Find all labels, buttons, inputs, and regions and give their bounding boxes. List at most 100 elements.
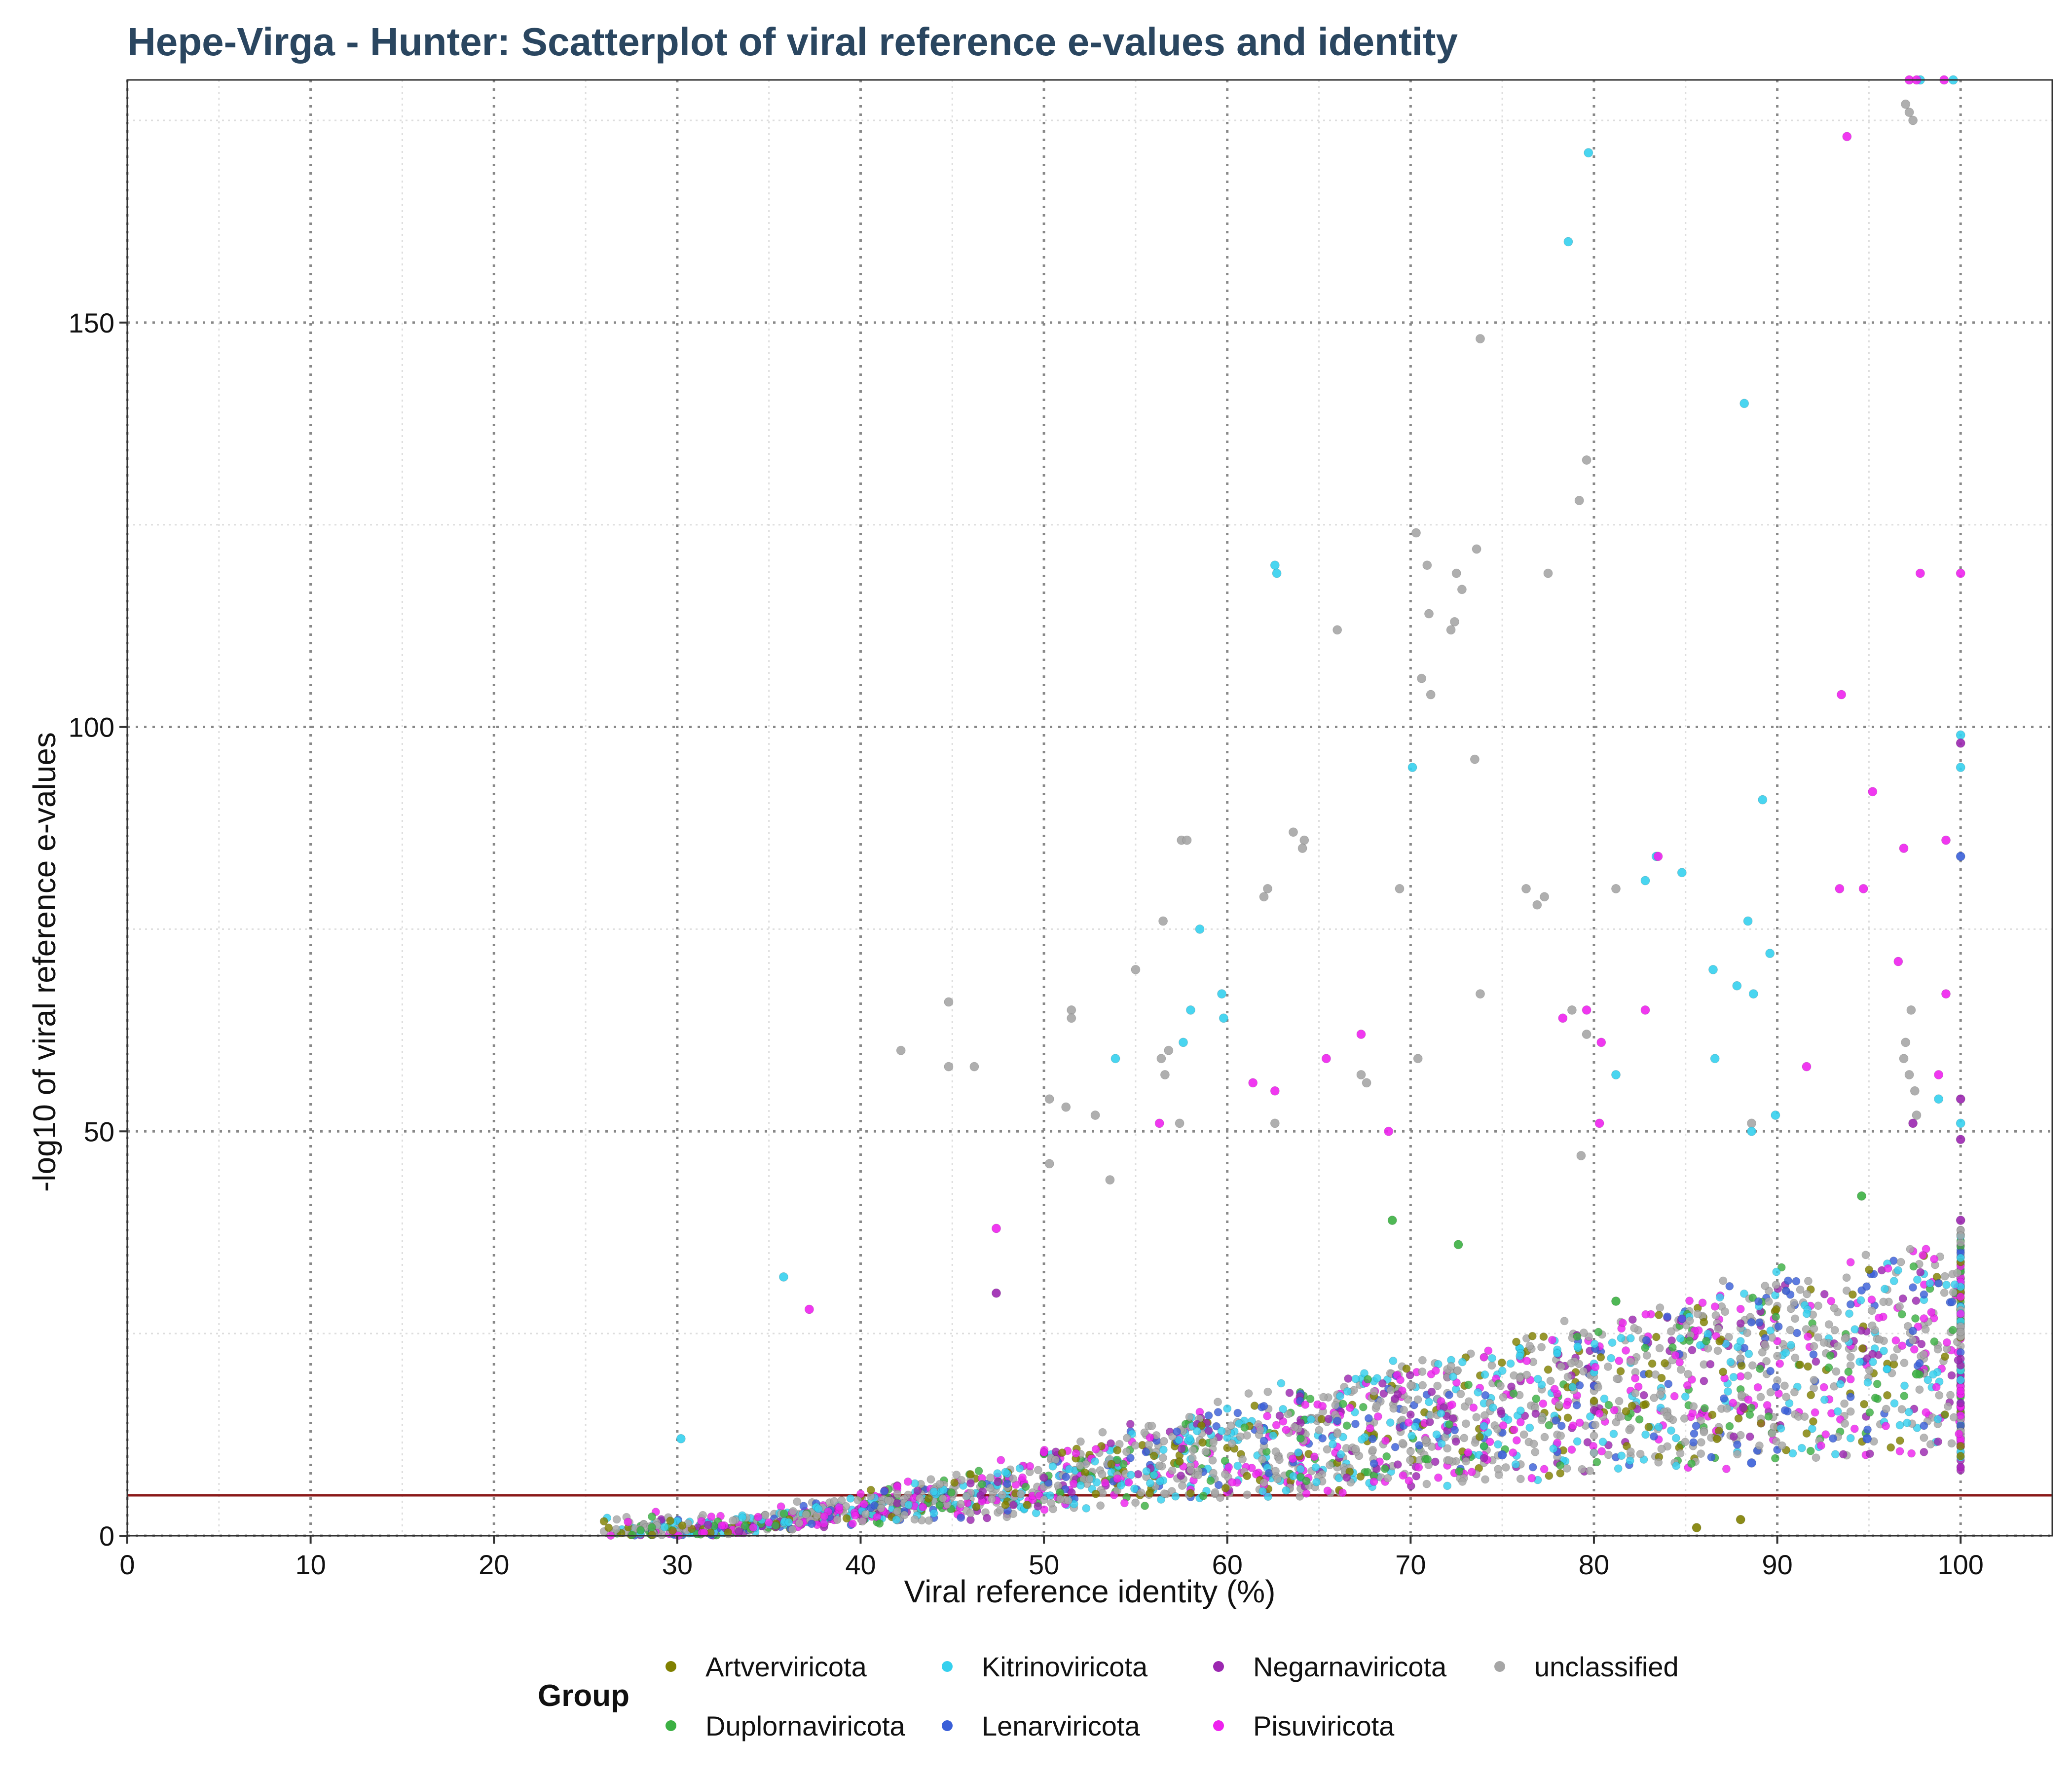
scatter-point — [1583, 1438, 1592, 1446]
scatter-point — [1806, 1446, 1815, 1455]
scatter-point — [1604, 1362, 1612, 1371]
scatter-point — [1208, 1456, 1217, 1465]
scatter-point — [1615, 1357, 1624, 1365]
scatter-point — [1369, 1445, 1377, 1454]
legend: Group Artverviricota Duplornaviricota Kitr… — [538, 1651, 1679, 1741]
scatter-point — [1553, 1439, 1562, 1447]
scatter-point — [1703, 1344, 1712, 1353]
scatter-point — [1721, 1307, 1730, 1316]
scatter-point — [1900, 1381, 1909, 1390]
scatter-point — [1846, 1258, 1855, 1267]
scatter-point — [1351, 1444, 1360, 1453]
scatter-point — [1488, 1354, 1496, 1363]
scatter-point — [1733, 1450, 1741, 1459]
scatter-point — [1956, 1231, 1965, 1240]
scatter-point — [1221, 1470, 1229, 1479]
scatter-point — [966, 1509, 975, 1517]
scatter-point — [1351, 1374, 1360, 1383]
scatter-point — [1273, 1475, 1282, 1483]
scatter-point — [1604, 1401, 1613, 1409]
scatter-point — [1810, 1324, 1818, 1333]
scatter-point — [1130, 1484, 1139, 1493]
scatter-point — [1067, 1005, 1076, 1015]
scatter-point — [1819, 1338, 1828, 1347]
scatter-point — [1934, 1094, 1944, 1104]
scatter-point — [910, 1515, 919, 1524]
scatter-point — [1480, 1353, 1488, 1362]
scatter-point — [1528, 1463, 1537, 1472]
scatter-point — [1476, 989, 1485, 999]
scatter-point — [1039, 1473, 1048, 1482]
scatter-point — [833, 1515, 842, 1524]
scatter-point — [1680, 1414, 1689, 1423]
scatter-point — [1941, 835, 1951, 845]
scatter-point — [1299, 835, 1309, 845]
scatter-point — [1956, 568, 1965, 578]
scatter-point — [1689, 1402, 1698, 1411]
scatter-point — [1906, 1245, 1915, 1254]
scatter-point — [1833, 1342, 1842, 1351]
scatter-point — [1519, 1430, 1528, 1439]
scatter-point — [1719, 1276, 1728, 1285]
scatter-point — [1926, 1440, 1935, 1449]
scatter-point — [1911, 1314, 1920, 1323]
scatter-point — [993, 1469, 1002, 1478]
scatter-point — [1067, 1013, 1076, 1023]
scatter-point — [861, 1510, 870, 1518]
scatter-point — [1897, 1310, 1906, 1319]
scatter-point — [1294, 1448, 1303, 1457]
scatter-point — [1451, 1437, 1460, 1446]
scatter-point — [939, 1485, 948, 1494]
scatter-point — [1584, 148, 1593, 158]
scatter-point — [749, 1523, 758, 1532]
scatter-point — [1009, 1501, 1018, 1510]
scatter-point — [1934, 1437, 1943, 1446]
scatter-point — [1617, 1451, 1626, 1460]
scatter-point — [1259, 1478, 1268, 1487]
scatter-point — [1706, 1360, 1715, 1369]
scatter-point — [1702, 1336, 1711, 1345]
scatter-point — [1809, 1350, 1818, 1359]
scatter-point — [1497, 1450, 1507, 1460]
scatter-point — [1635, 1415, 1644, 1424]
scatter-point — [1607, 1354, 1616, 1363]
scatter-point — [820, 1512, 829, 1521]
scatter-point — [1217, 1427, 1226, 1436]
scatter-point — [1803, 1290, 1812, 1298]
scatter-point — [1448, 1372, 1457, 1381]
scatter-point — [1671, 1434, 1680, 1443]
scatter-point — [1549, 1444, 1558, 1453]
scatter-point — [1270, 560, 1280, 570]
scatter-point — [1956, 1387, 1965, 1396]
scatter-point — [1796, 1360, 1805, 1369]
scatter-point — [1333, 1430, 1342, 1438]
scatter-point — [1610, 1406, 1619, 1414]
scatter-point — [761, 1511, 770, 1519]
scatter-point — [1732, 981, 1742, 991]
scatter-point — [1233, 1408, 1242, 1417]
scatter-point — [924, 1494, 933, 1503]
scatter-point — [1091, 1445, 1100, 1454]
scatter-point — [1493, 1440, 1502, 1449]
scatter-point — [1770, 1422, 1778, 1431]
scatter-point — [1516, 1418, 1525, 1427]
scatter-point — [1323, 1445, 1332, 1454]
scatter-point — [1531, 1409, 1540, 1418]
scatter-point — [1040, 1505, 1049, 1514]
scatter-point — [1497, 1409, 1506, 1418]
scatter-point — [1820, 1395, 1829, 1404]
scatter-point — [1474, 1388, 1482, 1397]
scatter-point — [1224, 1463, 1233, 1472]
scatter-point — [1379, 1389, 1388, 1398]
scatter-point — [1908, 1335, 1917, 1344]
scatter-point — [1214, 1480, 1223, 1489]
scatter-point — [915, 1494, 924, 1503]
scatter-point — [1496, 1381, 1505, 1390]
scatter-point — [1846, 1434, 1855, 1443]
x-tick-label: 60 — [1212, 1549, 1243, 1580]
scatter-point — [1725, 1282, 1734, 1291]
legend-swatch — [1213, 1661, 1224, 1672]
legend-swatch — [1213, 1720, 1224, 1731]
scatter-point — [1846, 1407, 1855, 1416]
